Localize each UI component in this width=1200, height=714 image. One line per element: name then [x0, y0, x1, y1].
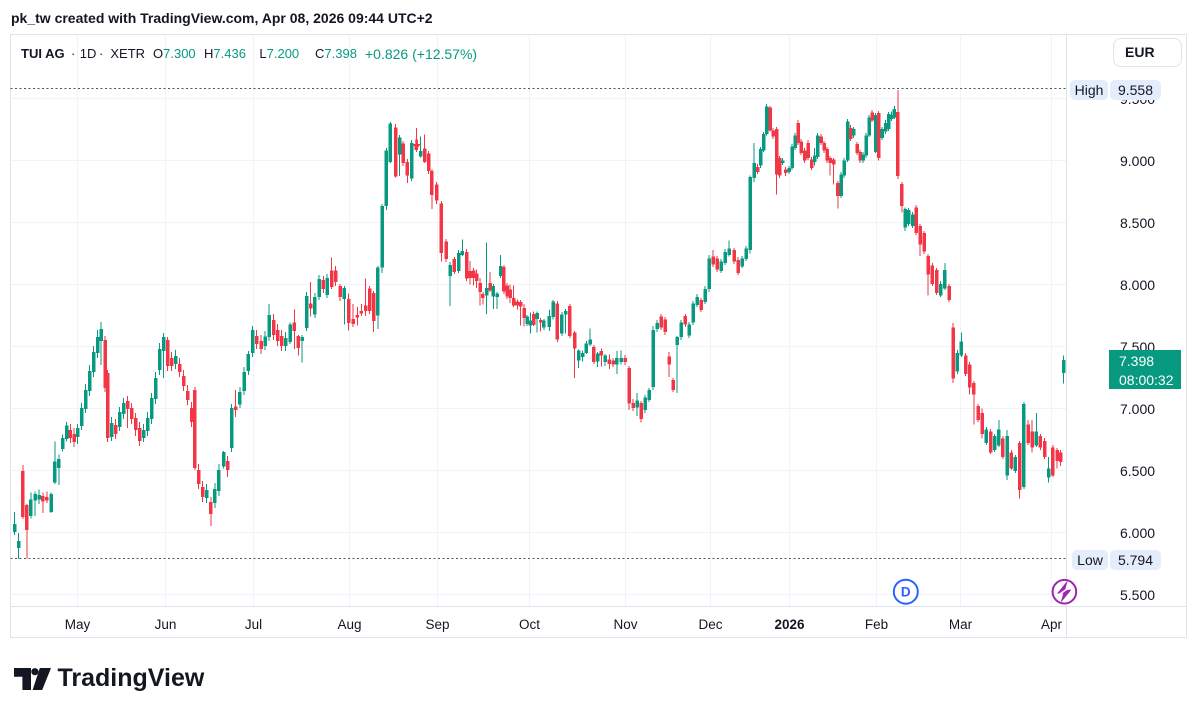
- svg-text:D: D: [901, 585, 911, 600]
